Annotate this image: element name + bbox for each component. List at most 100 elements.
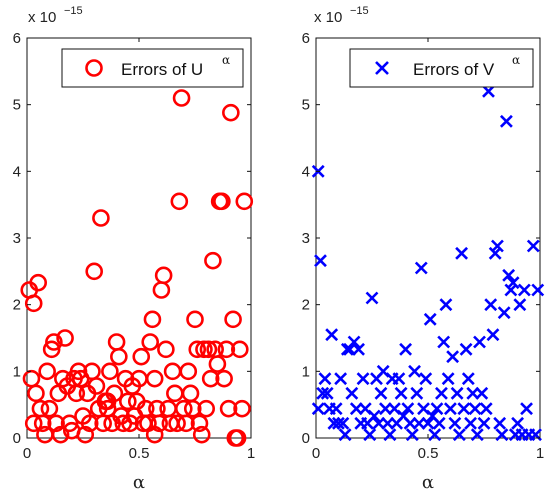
error-point-marker (224, 310, 242, 329)
error-point-marker (27, 384, 45, 403)
error-point-marker (197, 399, 215, 418)
error-point-marker (36, 425, 54, 444)
error-point-marker (143, 310, 162, 329)
error-point-marker (421, 416, 435, 430)
y-tick-label: 5 (302, 97, 310, 114)
error-point-marker (484, 298, 498, 312)
legend-label: Errors of V (413, 60, 495, 79)
scale-base: x 10 (314, 9, 342, 26)
error-point-marker (183, 399, 202, 418)
error-point-marker (401, 402, 415, 416)
y-tick-label: 0 (302, 430, 310, 447)
error-point-marker (437, 335, 451, 349)
error-point-marker (461, 372, 475, 386)
y-tick-label: 4 (302, 163, 310, 180)
error-point-marker (457, 402, 471, 416)
error-point-marker (450, 386, 464, 400)
error-point-marker (511, 416, 525, 430)
error-point-marker (208, 355, 227, 373)
x-tick-label: 1 (247, 445, 255, 462)
error-point-marker (101, 362, 119, 381)
error-point-marker (365, 291, 379, 305)
error-point-marker (150, 414, 168, 433)
error-point-marker (446, 350, 460, 364)
legend-superscript: α (222, 53, 230, 67)
error-point-marker (352, 342, 365, 356)
error-point-marker (145, 425, 164, 444)
error-point-marker (92, 209, 110, 227)
error-point-marker (394, 386, 408, 400)
x-tick-label: 0.5 (129, 445, 150, 462)
error-point-marker (479, 402, 493, 416)
error-point-marker (80, 414, 99, 433)
error-point-marker (213, 192, 231, 211)
error-point-marker (204, 251, 222, 270)
error-point-marker (186, 310, 204, 329)
error-point-marker (233, 399, 251, 418)
axis-scale-label: x 10 −15 (28, 5, 83, 26)
error-point-marker (60, 414, 79, 433)
y-tick-label: 1 (13, 363, 21, 380)
error-point-marker (468, 402, 482, 416)
error-point-marker (497, 306, 511, 320)
x-tick-label: 0.5 (418, 445, 439, 462)
error-point-marker (430, 402, 444, 416)
y-tick-label: 2 (13, 297, 21, 314)
error-point-marker (455, 246, 469, 260)
error-point-marker (316, 386, 330, 400)
error-point-marker (172, 89, 191, 107)
error-point-marker (399, 342, 413, 356)
error-point-marker (470, 428, 484, 442)
error-point-marker (145, 369, 164, 388)
error-point-marker (482, 84, 495, 98)
error-point-marker (345, 386, 359, 400)
error-point-marker (47, 414, 65, 433)
error-point-marker (228, 429, 247, 447)
error-point-marker (168, 414, 186, 433)
scale-exponent: −15 (350, 5, 369, 17)
error-point-marker (531, 283, 545, 297)
error-point-marker (473, 335, 486, 349)
x-axis-label: α (133, 472, 145, 493)
error-point-marker (414, 261, 428, 275)
error-point-marker (38, 362, 56, 381)
y-tick-label: 6 (13, 30, 21, 47)
legend-circle-marker (85, 59, 103, 77)
error-point-marker (374, 386, 388, 400)
error-point-marker (188, 340, 207, 359)
error-point-marker (520, 402, 533, 416)
x-tick-label: 0 (23, 445, 31, 462)
error-point-marker (231, 340, 249, 359)
error-point-marker (318, 372, 332, 386)
error-point-marker (486, 328, 500, 342)
error-point-marker (24, 294, 43, 313)
legend: Errors of U α (61, 48, 244, 88)
error-point-marker (506, 276, 520, 290)
error-point-marker (40, 399, 59, 418)
y-tick-label: 3 (302, 230, 310, 247)
error-point-marker (170, 192, 189, 211)
scale-exponent: −15 (64, 5, 83, 17)
axis-scale-label: x 10 −15 (314, 5, 369, 26)
x-axis-label: α (422, 472, 434, 493)
error-point-marker (329, 402, 343, 416)
error-point-marker (331, 416, 345, 430)
error-point-marker (502, 268, 516, 282)
error-point-marker (383, 428, 397, 442)
error-point-marker (199, 340, 218, 359)
error-point-marker (439, 298, 453, 312)
error-point-marker (201, 369, 220, 388)
error-point-marker (45, 333, 63, 351)
error-point-marker (177, 414, 195, 433)
error-point-marker (495, 428, 509, 442)
error-point-marker (110, 347, 128, 366)
error-point-marker (513, 298, 527, 312)
error-point-marker (428, 428, 442, 442)
error-point-marker (154, 266, 173, 285)
error-point-marker (477, 416, 491, 430)
error-point-marker (392, 372, 406, 386)
error-point-marker (491, 239, 504, 253)
error-point-marker (334, 372, 348, 386)
error-point-marker (488, 246, 502, 260)
